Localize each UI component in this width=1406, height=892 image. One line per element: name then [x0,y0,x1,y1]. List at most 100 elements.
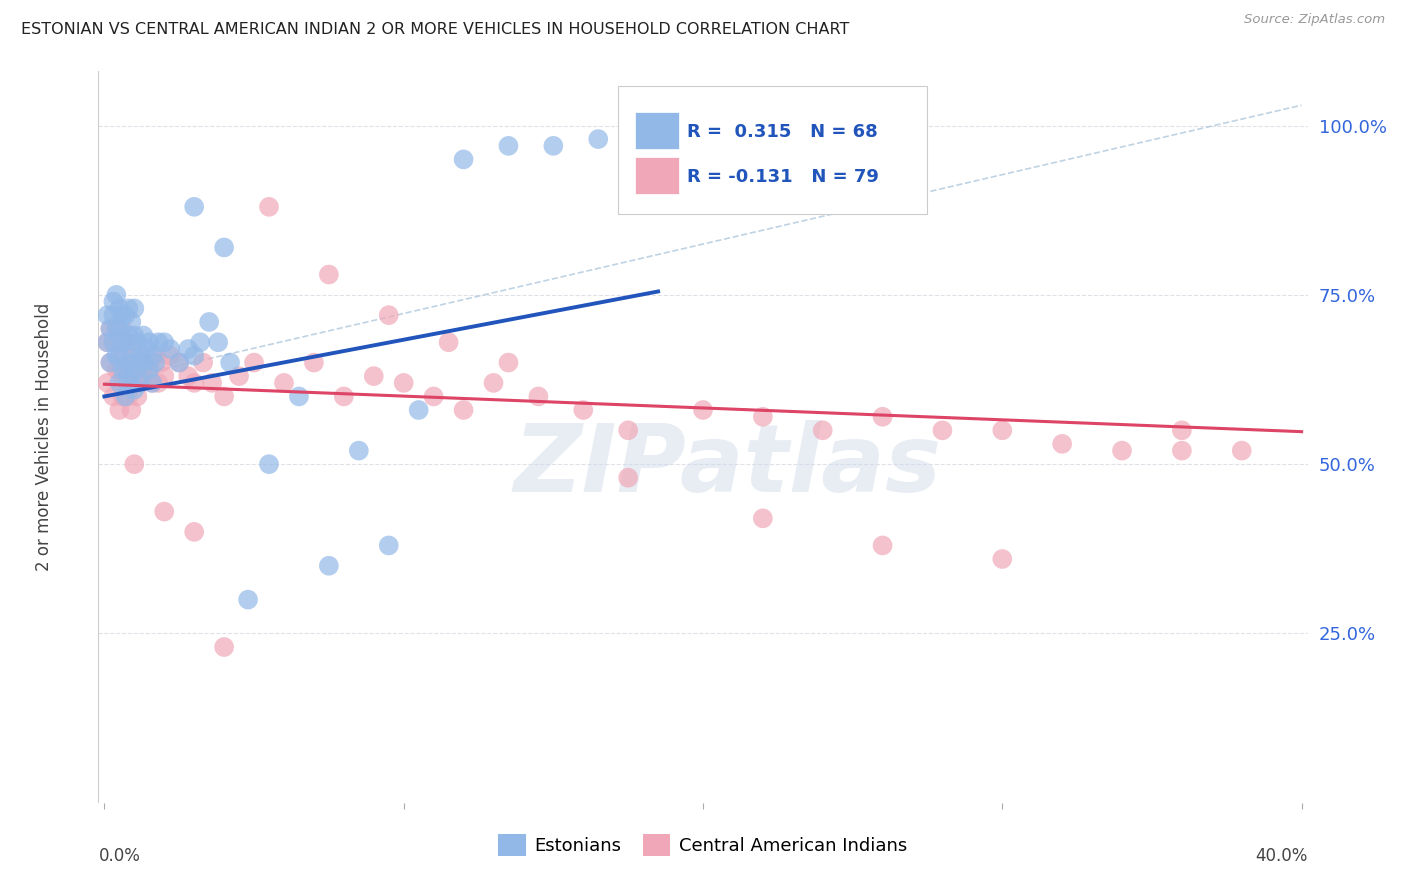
Point [236,592,259,607]
Point [228,369,250,384]
Point [117,376,139,390]
Point [752,409,775,424]
Point [103,294,125,309]
Point [124,301,146,316]
Text: 0.0%: 0.0% [98,847,141,864]
Point [177,369,200,384]
Point [135,342,157,356]
Point [120,403,142,417]
Point [124,376,146,390]
Point [108,362,131,376]
Point [100,322,122,336]
Point [129,376,152,390]
Point [129,349,152,363]
Point [132,355,155,369]
Point [212,240,235,254]
Point [347,443,370,458]
Point [132,328,155,343]
Point [167,355,190,369]
Point [1050,437,1073,451]
FancyBboxPatch shape [619,86,927,214]
Point [212,389,235,403]
Point [108,349,131,363]
Point [586,132,609,146]
Point [527,389,550,403]
Point [117,389,139,403]
Point [124,383,146,397]
Point [243,355,266,369]
Point [288,389,311,403]
Point [188,335,211,350]
Point [257,457,280,471]
Point [177,342,200,356]
FancyBboxPatch shape [636,112,679,149]
Point [100,322,122,336]
Point [120,342,142,356]
Text: ZIPatlas: ZIPatlas [513,420,941,512]
Point [153,505,176,519]
Point [127,389,149,403]
Point [1111,443,1133,458]
Point [153,369,176,384]
Point [141,349,163,363]
Legend: Estonians, Central American Indians: Estonians, Central American Indians [491,827,915,863]
Point [114,308,136,322]
Point [363,369,385,384]
Point [114,376,136,390]
Point [120,315,142,329]
Point [117,335,139,350]
Point [105,322,128,336]
Point [114,335,136,350]
Point [103,308,125,322]
Point [811,423,834,437]
Point [100,355,122,369]
Point [96,335,118,350]
Point [193,355,215,369]
Point [127,335,149,350]
Point [138,362,160,376]
Point [124,328,146,343]
Point [377,538,399,552]
Point [212,640,235,654]
Point [1171,443,1194,458]
Point [991,423,1014,437]
Point [437,335,460,350]
FancyBboxPatch shape [636,157,679,194]
Point [120,369,142,384]
Text: 40.0%: 40.0% [1256,847,1308,864]
Point [377,308,399,322]
Point [572,403,595,417]
Point [273,376,295,390]
Point [100,355,122,369]
Point [422,389,444,403]
Point [183,376,205,390]
Point [103,335,125,350]
Point [108,301,131,316]
Point [198,315,221,329]
Point [498,355,520,369]
Point [617,471,640,485]
Point [96,335,118,350]
Point [124,349,146,363]
Point [392,376,415,390]
Point [111,362,134,376]
Point [105,288,128,302]
Point [117,362,139,376]
Point [108,322,131,336]
Point [124,355,146,369]
Point [159,342,181,356]
Point [318,558,340,573]
Text: ESTONIAN VS CENTRAL AMERICAN INDIAN 2 OR MORE VEHICLES IN HOUSEHOLD CORRELATION : ESTONIAN VS CENTRAL AMERICAN INDIAN 2 OR… [21,22,849,37]
Point [138,335,160,350]
Point [333,389,356,403]
Point [108,376,131,390]
Point [117,328,139,343]
Point [692,403,714,417]
Point [114,389,136,403]
Point [872,409,894,424]
Point [543,139,565,153]
Point [482,376,505,390]
Point [105,349,128,363]
Point [127,355,149,369]
Point [117,301,139,316]
